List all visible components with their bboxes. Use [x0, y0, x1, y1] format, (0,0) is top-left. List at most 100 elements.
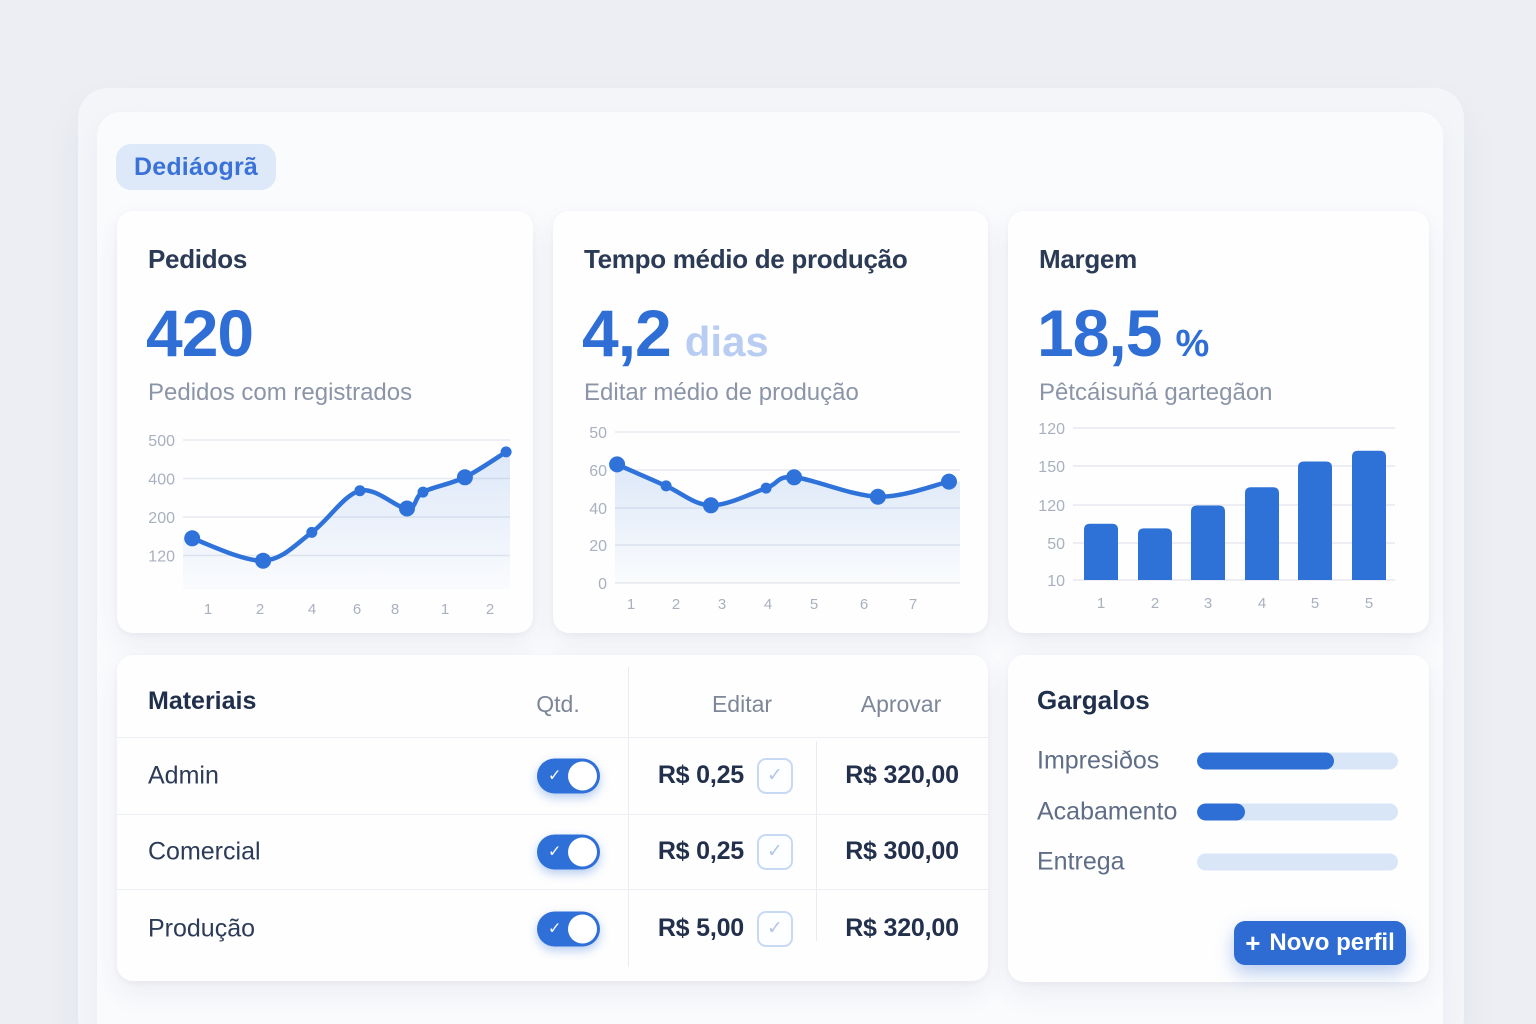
tempo-card: Tempo médio de produção 4,2 dias Editar …: [553, 211, 988, 633]
svg-text:50: 50: [589, 425, 607, 442]
gargalos-card: Gargalos Impresiðos Acabamento Entrega +…: [1008, 655, 1429, 982]
svg-text:1: 1: [627, 596, 635, 613]
svg-text:0: 0: [598, 576, 607, 593]
row-name: Admin: [148, 761, 219, 789]
toggle-check-icon: ✓: [548, 767, 562, 785]
check-icon: ✓: [767, 765, 783, 786]
margem-chart: 120 150 120 50 10 1 2 3 4 5 5: [1038, 421, 1395, 612]
svg-text:5: 5: [1311, 595, 1319, 612]
plus-icon: +: [1245, 928, 1261, 958]
aprovar-value: R$ 320,00: [845, 761, 959, 789]
column-divider: [816, 741, 817, 941]
aprovar-value: R$ 320,00: [845, 914, 959, 942]
row-divider: [117, 737, 988, 738]
check-icon: ✓: [767, 841, 783, 862]
column-header-editar: Editar: [711, 691, 773, 717]
svg-text:500: 500: [148, 433, 175, 450]
qtd-toggle[interactable]: ✓: [537, 758, 600, 793]
svg-text:1: 1: [1097, 595, 1105, 612]
kpi-value: 420: [146, 296, 254, 370]
kpi-unit: dias: [684, 318, 769, 365]
toggle-check-icon: ✓: [548, 920, 562, 938]
svg-text:3: 3: [1204, 595, 1212, 612]
toggle-knob: [568, 761, 597, 790]
svg-text:3: 3: [718, 596, 726, 613]
svg-text:4: 4: [1258, 595, 1266, 612]
svg-text:10: 10: [1047, 573, 1065, 590]
progress-row: Acabamento: [1008, 792, 1429, 832]
svg-text:20: 20: [589, 538, 607, 555]
progress-track: [1197, 853, 1398, 871]
svg-text:200: 200: [148, 510, 175, 527]
svg-text:40: 40: [589, 501, 607, 518]
svg-text:2: 2: [486, 601, 494, 618]
svg-text:60: 60: [589, 463, 607, 480]
svg-text:50: 50: [1047, 536, 1065, 553]
margem-card: Margem 18,5 % Pêtcáisuñá gartegãon 120 15…: [1008, 211, 1429, 633]
period-badge[interactable]: Dediáogrã: [116, 144, 276, 190]
novo-perfil-button[interactable]: + Novo perfil: [1234, 921, 1406, 965]
column-header-qtd: Qtd.: [536, 691, 580, 717]
progress-row: Entrega: [1008, 842, 1429, 882]
svg-text:1: 1: [441, 601, 449, 618]
toggle-knob: [568, 837, 597, 866]
svg-text:8: 8: [391, 601, 399, 618]
svg-text:2: 2: [672, 596, 680, 613]
svg-text:2: 2: [1151, 595, 1159, 612]
gargalos-title: Gargalos: [1037, 685, 1150, 715]
row-divider: [117, 814, 988, 815]
check-icon: ✓: [767, 918, 783, 939]
svg-text:7: 7: [909, 596, 917, 613]
svg-text:2: 2: [256, 601, 264, 618]
kpi-unit: %: [1175, 323, 1210, 365]
svg-text:6: 6: [353, 601, 361, 618]
toggle-check-icon: ✓: [548, 843, 562, 861]
progress-track: [1197, 752, 1398, 770]
qtd-toggle[interactable]: ✓: [537, 911, 600, 946]
svg-text:4: 4: [764, 596, 772, 613]
row-name: Comercial: [148, 837, 261, 865]
card-title: Margem: [1039, 244, 1137, 274]
materials-title: Materiais: [148, 687, 257, 715]
svg-text:120: 120: [148, 549, 175, 566]
table-row: Comercial ✓ R$ 0,25 ✓ R$ 300,00: [117, 814, 988, 889]
editar-checkbox[interactable]: ✓: [757, 910, 793, 947]
row-name: Produção: [148, 914, 256, 942]
toggle-knob: [568, 914, 597, 943]
materials-card: Materiais Qtd. Editar Aprovar Admin ✓ R$…: [117, 655, 988, 981]
editar-value: R$ 0,25: [657, 837, 744, 865]
editar-value: R$ 5,00: [657, 914, 744, 942]
pedidos-card: Pedidos 420 Pedidos com registrados 500 4…: [117, 211, 533, 633]
svg-text:120: 120: [1038, 498, 1065, 515]
progress-label: Impresiðos: [1037, 746, 1160, 775]
progress-label: Acabamento: [1037, 797, 1178, 826]
kpi-value: 18,5: [1037, 296, 1162, 370]
button-label: Novo perfil: [1269, 929, 1395, 956]
tempo-chart: 50 60 40 20 0 1 2 3 4 5 6 7: [589, 425, 960, 613]
svg-text:150: 150: [1038, 459, 1065, 476]
editar-checkbox[interactable]: ✓: [757, 833, 793, 870]
table-row: Produção ✓ R$ 5,00 ✓ R$ 320,00: [117, 889, 988, 968]
column-header-aprovar: Aprovar: [860, 691, 942, 717]
svg-text:4: 4: [308, 601, 316, 618]
progress-row: Impresiðos: [1008, 741, 1429, 781]
aprovar-value: R$ 300,00: [845, 837, 959, 865]
progress-fill: [1197, 803, 1246, 821]
pedidos-chart: 500 400 200 120 1 2 4 6 8 1 2: [148, 433, 512, 618]
kpi-subtitle: Pedidos com registrados: [148, 379, 413, 406]
kpi-subtitle: Editar médio de produção: [584, 379, 859, 406]
editar-value: R$ 0,25: [657, 761, 744, 789]
progress-track: [1197, 803, 1398, 821]
progress-fill: [1197, 752, 1334, 770]
svg-text:6: 6: [860, 596, 868, 613]
kpi-subtitle: Pêtcáisuñá gartegãon: [1039, 379, 1273, 406]
progress-label: Entrega: [1037, 847, 1125, 876]
svg-text:120: 120: [1038, 421, 1065, 438]
card-title: Tempo médio de produção: [584, 244, 908, 274]
qtd-toggle[interactable]: ✓: [537, 834, 600, 869]
editar-checkbox[interactable]: ✓: [757, 757, 793, 794]
column-divider: [628, 667, 629, 967]
svg-text:400: 400: [148, 472, 175, 489]
card-title: Pedidos: [148, 244, 248, 274]
